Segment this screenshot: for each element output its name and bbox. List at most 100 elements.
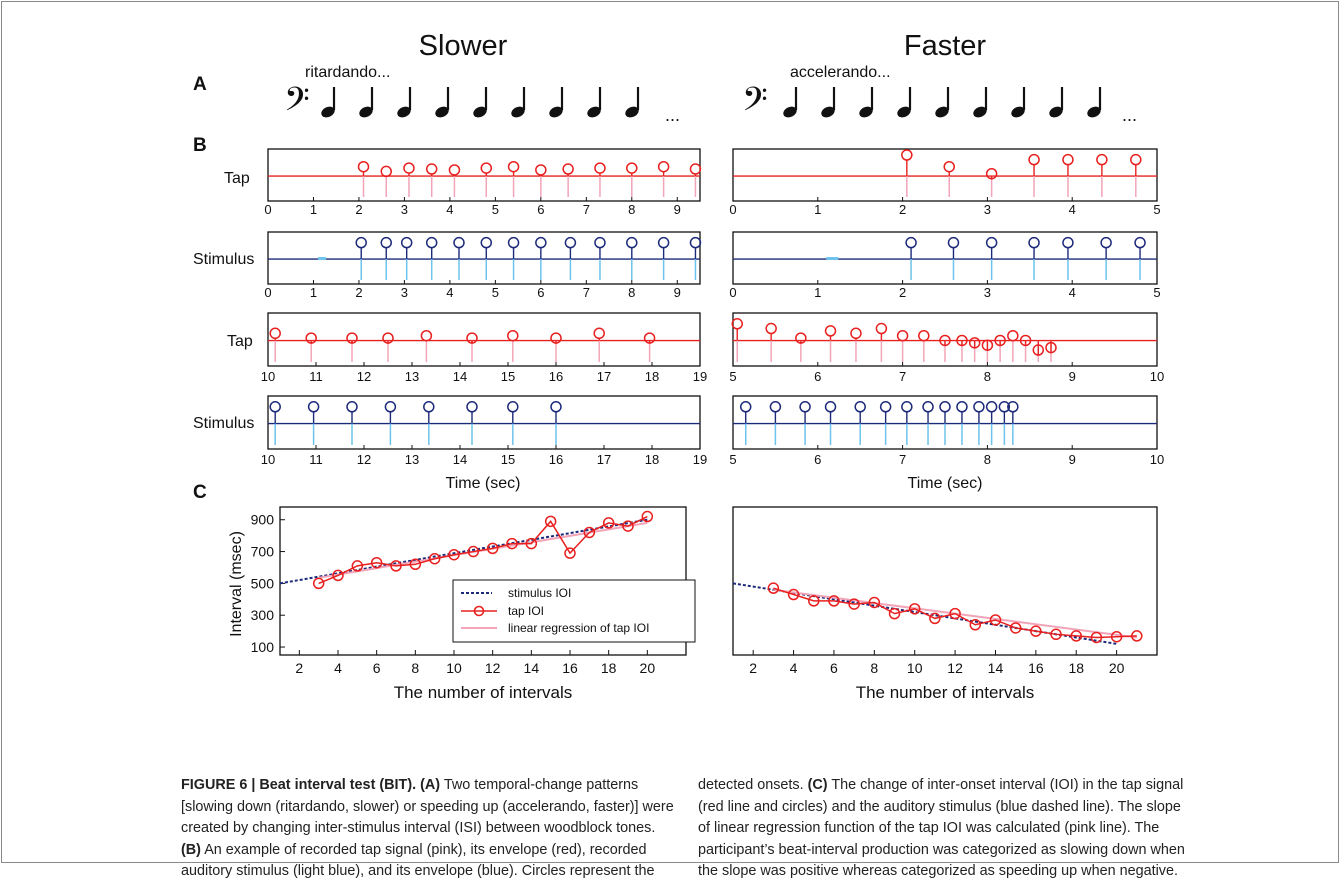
onset-circle: [466, 401, 478, 413]
x-tick-label: 17: [597, 369, 611, 384]
onset-circle: [643, 332, 656, 344]
x-tick-label: 0: [264, 202, 271, 217]
onset-circle: [423, 401, 435, 413]
x-tick-label: 19: [693, 369, 707, 384]
x-tick-label: 11: [309, 369, 323, 384]
x-tick-label: 13: [405, 369, 419, 384]
onset-circle: [535, 236, 547, 249]
x-tick-label: 16: [1028, 660, 1044, 676]
x-tick-label: 1: [814, 285, 821, 300]
onset-circle: [420, 329, 433, 342]
onset-circle: [1028, 236, 1040, 249]
x-tick-label: 1: [814, 202, 821, 217]
onset-circle: [901, 401, 913, 413]
tap-ioi-point: [1009, 622, 1022, 634]
plot-frame: [267, 312, 701, 367]
onset-circle: [799, 401, 811, 413]
onset-circle: [1130, 153, 1142, 166]
onset-circle: [769, 401, 782, 413]
tap-ioi-point: [767, 582, 780, 594]
caption-text: of linear regression function of the tap…: [698, 820, 1160, 836]
x-tick-label: 10: [446, 660, 462, 676]
x-tick-label: 1: [310, 285, 317, 300]
plot-frame: [267, 395, 701, 450]
tap-ioi-point: [1090, 631, 1103, 644]
onset-circle: [824, 401, 837, 413]
stimulus-ioi-line: [279, 518, 648, 585]
x-tick-label: 17: [597, 452, 611, 467]
onset-circle: [626, 162, 638, 174]
quarter-note-head: [359, 106, 373, 118]
tap-ioi-point: [351, 560, 364, 572]
tap-ioi-point: [428, 552, 441, 565]
onset-circle: [1062, 236, 1074, 249]
tap-ioi-point: [583, 526, 596, 539]
onset-circle: [956, 334, 968, 347]
quarter-note-head: [1049, 106, 1063, 118]
onset-circle: [594, 236, 606, 249]
tap-ioi-point: [602, 517, 615, 529]
tap-ioi-point: [888, 607, 901, 620]
onset-circle: [380, 165, 392, 178]
onset-circle: [355, 236, 367, 249]
x-tick-label: 4: [446, 202, 453, 217]
x-tick-label: 1: [310, 202, 317, 217]
tap-ioi-point: [370, 556, 383, 569]
onset-circle: [1045, 341, 1057, 354]
panel-label-a: A: [193, 74, 207, 95]
tap-ioi-point: [969, 619, 982, 631]
caption-line: (red line and circles) and the auditory …: [698, 797, 1298, 819]
onset-circle: [425, 236, 438, 249]
onset-circle: [346, 401, 358, 413]
caption-text: [slowing down (ritardando, slower) or sp…: [181, 798, 674, 815]
onset-circle: [425, 163, 438, 175]
onset-circle: [973, 401, 985, 413]
y-tick-label: 500: [251, 575, 275, 591]
onset-circle: [994, 334, 1006, 347]
quarter-note-head: [1011, 106, 1025, 118]
tap-ioi-point: [525, 537, 538, 550]
row-label-stimulus-2: Stimulus: [193, 415, 254, 432]
y-tick-label: 300: [251, 607, 275, 623]
y-tick-label: 100: [251, 639, 275, 655]
onset-circle: [480, 162, 493, 174]
stimulus-blip: [318, 257, 327, 261]
x-tick-label: 11: [309, 452, 323, 467]
onset-circle: [922, 401, 934, 413]
x-tick-label: 16: [562, 660, 578, 676]
quarter-note-head: [473, 106, 487, 118]
caption-line: participant’s beat-interval production w…: [698, 840, 1298, 862]
onset-circle: [593, 327, 605, 340]
onset-circle: [739, 401, 752, 413]
onset-circle: [896, 329, 909, 342]
onset-circle: [1028, 153, 1040, 166]
x-tick-label: 6: [537, 202, 544, 217]
x-tick-label: 3: [401, 202, 408, 217]
onset-circle: [480, 236, 493, 249]
onset-circle: [1134, 236, 1146, 249]
x-tick-label: 9: [1069, 452, 1076, 467]
tap-ioi-point: [544, 515, 557, 528]
onset-circle: [507, 236, 520, 249]
onset-circle: [731, 318, 743, 330]
figure-graphic: Slower Faster A B C ritardando... accele…: [193, 30, 1164, 702]
x-tick-label: 2: [899, 202, 906, 217]
onset-circle: [507, 329, 519, 342]
x-tick-label: 18: [601, 660, 617, 676]
quarter-notes-faster: [783, 87, 1102, 118]
x-tick-label: 12: [357, 369, 371, 384]
x-tick-label: 7: [899, 369, 906, 384]
onset-circle: [550, 401, 562, 413]
onset-circle: [875, 322, 888, 335]
onset-circle: [626, 236, 638, 249]
quarter-note-head: [435, 106, 449, 118]
x-tick-label: 0: [729, 285, 736, 300]
time-xlabel-slower: Time (sec): [446, 475, 521, 492]
x-tick-label: 8: [984, 369, 991, 384]
y-tick-label: 700: [251, 544, 275, 560]
x-tick-label: 12: [485, 660, 501, 676]
x-tick-label: 14: [524, 660, 540, 676]
caption-text: participant’s beat-interval production w…: [698, 841, 1185, 858]
onset-circle: [918, 329, 930, 342]
tap-ioi-point: [564, 547, 576, 559]
